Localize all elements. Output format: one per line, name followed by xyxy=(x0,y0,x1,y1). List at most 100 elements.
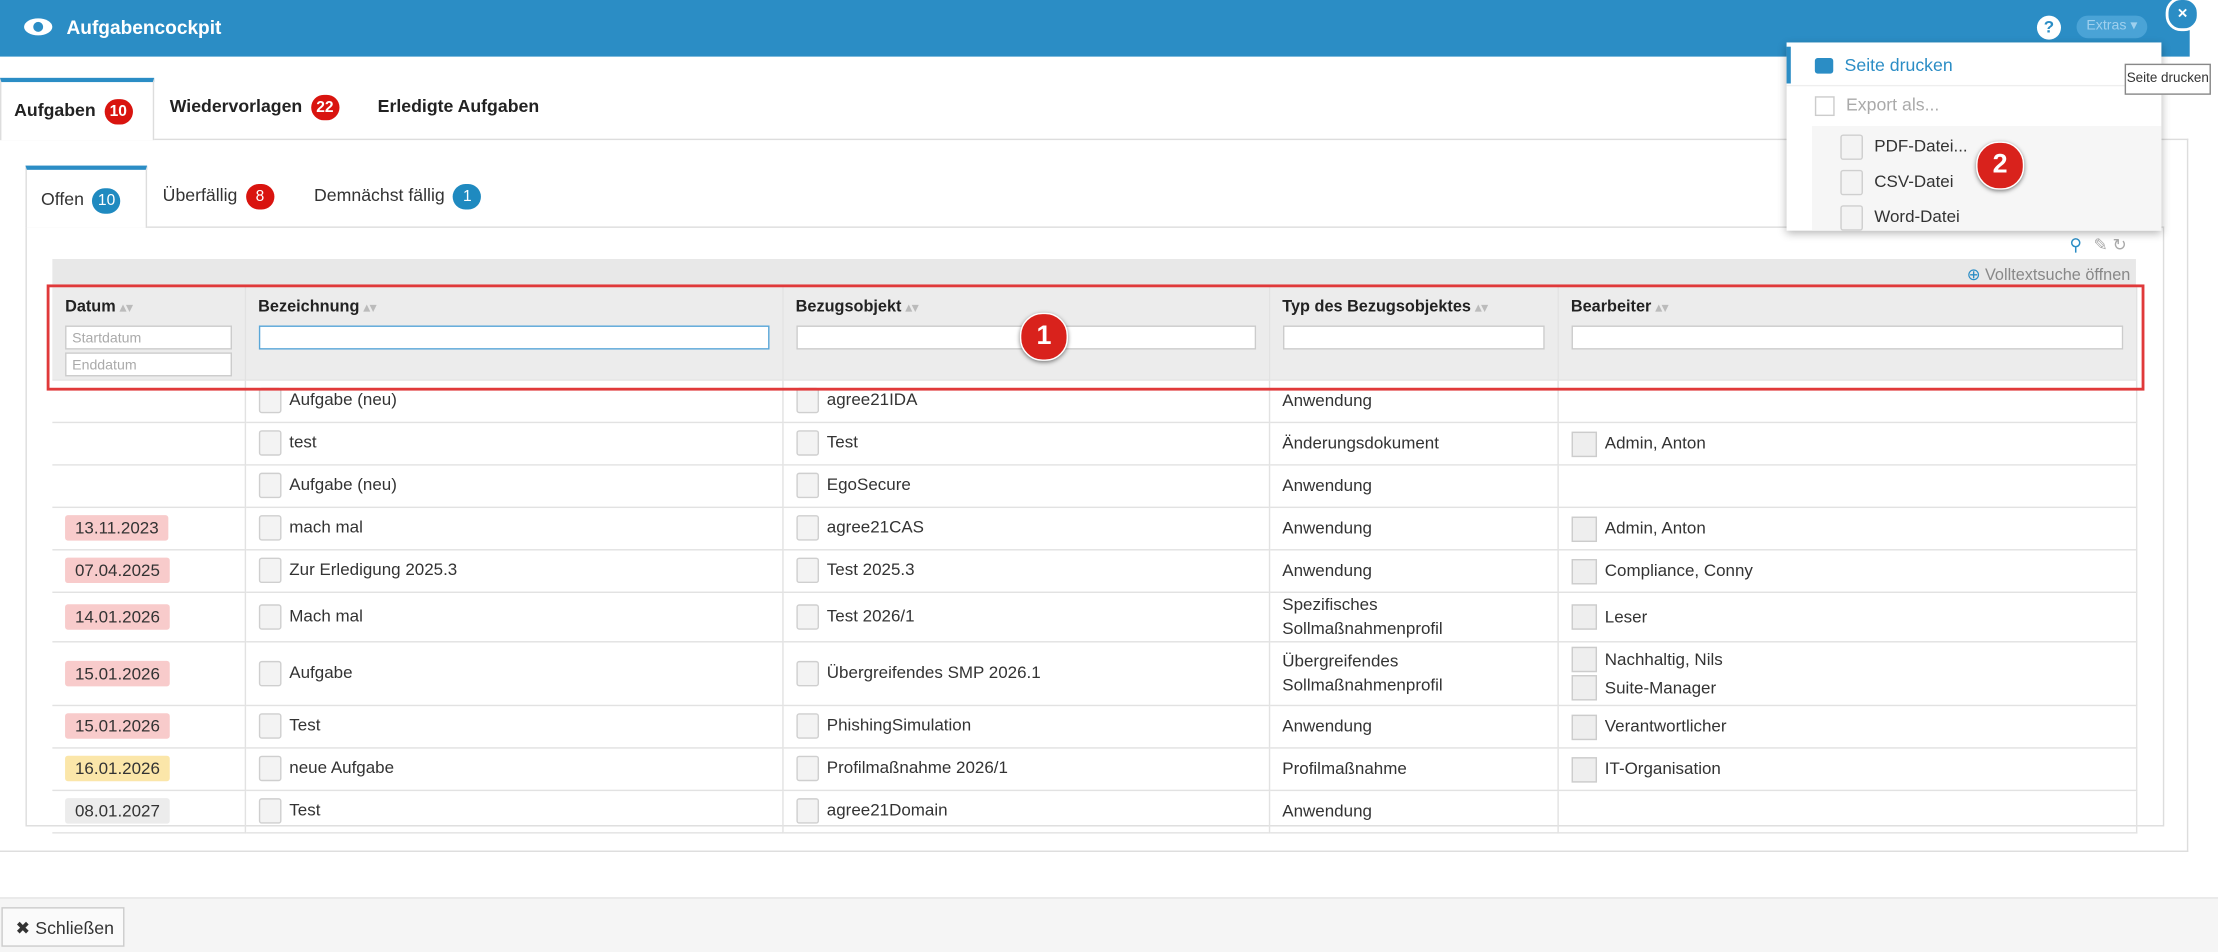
table-row[interactable]: 13.11.2023mach malagree21CASAnwendungAdm… xyxy=(52,507,2136,549)
task-name: Mach mal xyxy=(289,605,363,625)
user: IT-Organisation xyxy=(1571,754,2123,782)
app-title: Aufgabencockpit xyxy=(66,17,221,38)
user-name: Leser xyxy=(1605,606,1647,626)
menu-item[interactable]: Seite drucken xyxy=(1787,47,2162,84)
user-name: Nachhaltig, Nils xyxy=(1605,649,1723,669)
table-row[interactable]: 15.01.2026AufgabeÜbergreifendes SMP 2026… xyxy=(52,641,2136,705)
user: Leser xyxy=(1571,602,2123,630)
table-row[interactable]: 15.01.2026TestPhishingSimulationAnwendun… xyxy=(52,705,2136,747)
tab[interactable]: Wiedervorlagen22 xyxy=(157,78,352,139)
object-cell: agree21CAS xyxy=(782,507,1269,549)
fulltext-link[interactable]: ⊕ Volltextsuche öffnen xyxy=(1967,265,2130,285)
object-type: Anwendung xyxy=(1282,715,1372,735)
date-pill: 15.01.2026 xyxy=(65,713,170,738)
date-cell xyxy=(52,464,244,506)
object-name: PhishingSimulation xyxy=(827,715,971,735)
tab-badge: 10 xyxy=(104,99,132,124)
type-cell: Anwendung xyxy=(1269,705,1558,747)
task-name: Aufgabe (neu) xyxy=(289,474,397,494)
search-icon[interactable]: ⚲ xyxy=(2069,235,2081,255)
tab[interactable]: Erledigte Aufgaben xyxy=(365,78,552,139)
name-cell: Aufgabe (neu) xyxy=(245,464,783,506)
object-type: Anwendung xyxy=(1282,800,1372,820)
export-item[interactable]: Word-Datei xyxy=(1840,202,1959,230)
date-pill: 15.01.2026 xyxy=(65,660,170,685)
date-cell: 13.11.2023 xyxy=(52,507,244,549)
export-item[interactable]: CSV-Datei xyxy=(1840,167,1953,195)
object-icon xyxy=(796,430,819,455)
close-icon[interactable]: × xyxy=(2166,0,2200,31)
user-cell: Leser xyxy=(1557,592,2136,642)
date-pill: 08.01.2027 xyxy=(65,798,170,823)
object-cell: Profilmaßnahme 2026/1 xyxy=(782,747,1269,789)
table-row[interactable]: 14.01.2026Mach malTest 2026/1Spezifische… xyxy=(52,592,2136,642)
object-cell: Übergreifendes SMP 2026.1 xyxy=(782,641,1269,705)
export-label: CSV-Datei xyxy=(1874,171,1953,191)
name-cell: mach mal xyxy=(245,507,783,549)
name-cell: Mach mal xyxy=(245,592,783,642)
subtab[interactable]: Demnächst fällig1 xyxy=(300,166,496,227)
object-type: Spezifisches Sollmaßnahmenprofil xyxy=(1282,594,1442,638)
tab[interactable]: Aufgaben 10 xyxy=(0,78,154,140)
extras-button[interactable]: Extras ▾ xyxy=(2077,16,2148,39)
name-cell: Zur Erledigung 2025.3 xyxy=(245,549,783,591)
tab-badge: 22 xyxy=(311,95,339,120)
task-icon xyxy=(258,430,281,455)
user-name: Compliance, Conny xyxy=(1605,560,1753,580)
tool-icons[interactable]: ✎ ↻ xyxy=(2094,235,2127,255)
subtab[interactable]: Offen10 xyxy=(25,166,147,228)
user-cell xyxy=(1557,464,2136,506)
type-cell: Anwendung xyxy=(1269,790,1558,832)
object-cell: Test 2025.3 xyxy=(782,549,1269,591)
table-row[interactable]: Aufgabe (neu)EgoSecureAnwendung xyxy=(52,464,2136,506)
subtab-label: Überfällig xyxy=(163,185,238,205)
object-name: Profilmaßnahme 2026/1 xyxy=(827,757,1008,777)
user-cell xyxy=(1557,790,2136,832)
tab-label: Aufgaben xyxy=(14,100,96,120)
user-name: Admin, Anton xyxy=(1605,433,1706,453)
table-row[interactable]: 08.01.2027Testagree21DomainAnwendung xyxy=(52,790,2136,832)
export-label: Word-Datei xyxy=(1874,207,1960,227)
user-icon xyxy=(1571,516,1596,541)
annotation-marker: 1 xyxy=(1020,313,1068,361)
date-pill: 13.11.2023 xyxy=(65,515,169,540)
object-type: Anwendung xyxy=(1282,475,1372,495)
export-item[interactable]: PDF-Datei... xyxy=(1840,132,1967,160)
user-cell: Nachhaltig, NilsSuite-Manager xyxy=(1557,641,2136,705)
highlight-box xyxy=(47,284,2145,390)
tab-label: Erledigte Aufgaben xyxy=(378,96,539,116)
subtab[interactable]: Überfällig 8 xyxy=(149,166,289,227)
user-cell: Admin, Anton xyxy=(1557,422,2136,464)
menu-label: Export als... xyxy=(1846,95,1939,115)
subtab-badge: 8 xyxy=(246,184,274,209)
task-name: neue Aufgabe xyxy=(289,757,394,777)
date-cell: 07.04.2025 xyxy=(52,549,244,591)
user-icon xyxy=(1571,757,1596,782)
footer: ✖ Schließen xyxy=(0,897,2218,952)
name-cell: test xyxy=(245,422,783,464)
close-button[interactable]: ✖ Schließen xyxy=(1,907,124,947)
user-name: Verantwortlicher xyxy=(1605,716,1727,736)
object-name: agree21Domain xyxy=(827,800,948,820)
date-cell: 08.01.2027 xyxy=(52,790,244,832)
object-icon xyxy=(796,604,819,629)
type-cell: Profilmaßnahme xyxy=(1269,747,1558,789)
user-icon xyxy=(1571,559,1596,584)
type-cell: Anwendung xyxy=(1269,464,1558,506)
user-cell: Admin, Anton xyxy=(1557,507,2136,549)
user-cell: Verantwortlicher xyxy=(1557,705,2136,747)
object-type: Anwendung xyxy=(1282,560,1372,580)
user: Nachhaltig, Nils xyxy=(1571,645,2123,673)
date-cell: 15.01.2026 xyxy=(52,641,244,705)
user-cell: IT-Organisation xyxy=(1557,747,2136,789)
help-button[interactable]: ? xyxy=(2037,16,2061,40)
user-icon xyxy=(1571,431,1596,456)
table-row[interactable]: testTestÄnderungsdokumentAdmin, Anton xyxy=(52,422,2136,464)
object-icon xyxy=(796,713,819,738)
object-icon xyxy=(796,798,819,823)
type-cell: Spezifisches Sollmaßnahmenprofil xyxy=(1269,592,1558,642)
table-row[interactable]: 16.01.2026neue AufgabeProfilmaßnahme 202… xyxy=(52,747,2136,789)
object-cell: Test xyxy=(782,422,1269,464)
table-row[interactable]: 07.04.2025Zur Erledigung 2025.3Test 2025… xyxy=(52,549,2136,591)
